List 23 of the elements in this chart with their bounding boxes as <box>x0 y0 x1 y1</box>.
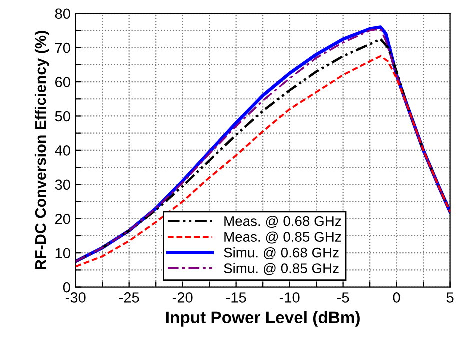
x-tick-label: 5 <box>446 292 454 303</box>
x-tick-label: -15 <box>226 292 246 303</box>
y-tick-label: 80 <box>55 8 70 20</box>
y-tick-label: 30 <box>55 180 70 190</box>
y-tick-label: 0 <box>63 282 70 293</box>
x-tick-label: -20 <box>172 292 193 303</box>
y-tick-label: 60 <box>56 77 70 88</box>
legend-label: Meas. @ 0.68 GHz <box>224 216 342 228</box>
x-axis-title: Input Power Level (dBm) <box>166 311 360 327</box>
y-tick-label: 50 <box>55 111 70 122</box>
y-tick-label: 10 <box>56 248 70 259</box>
x-tick-label: 0 <box>393 292 400 303</box>
y-tick-label: 20 <box>55 214 70 224</box>
legend-label: Meas. @ 0.85 GHz <box>224 232 342 244</box>
y-tick-label: 70 <box>56 42 70 54</box>
x-tick-label: -30 <box>66 292 86 303</box>
y-axis-title: RF-DC Conversion Efficiency (%) <box>34 31 50 270</box>
legend-label: Simu. @ 0.68 GHz <box>224 248 339 260</box>
legend-label: Simu. @ 0.85 GHz <box>224 263 339 276</box>
y-tick-label: 40 <box>55 146 70 156</box>
x-tick-label: -25 <box>119 292 140 303</box>
x-tick-label: -10 <box>280 292 300 303</box>
x-tick-label: -5 <box>337 292 350 303</box>
